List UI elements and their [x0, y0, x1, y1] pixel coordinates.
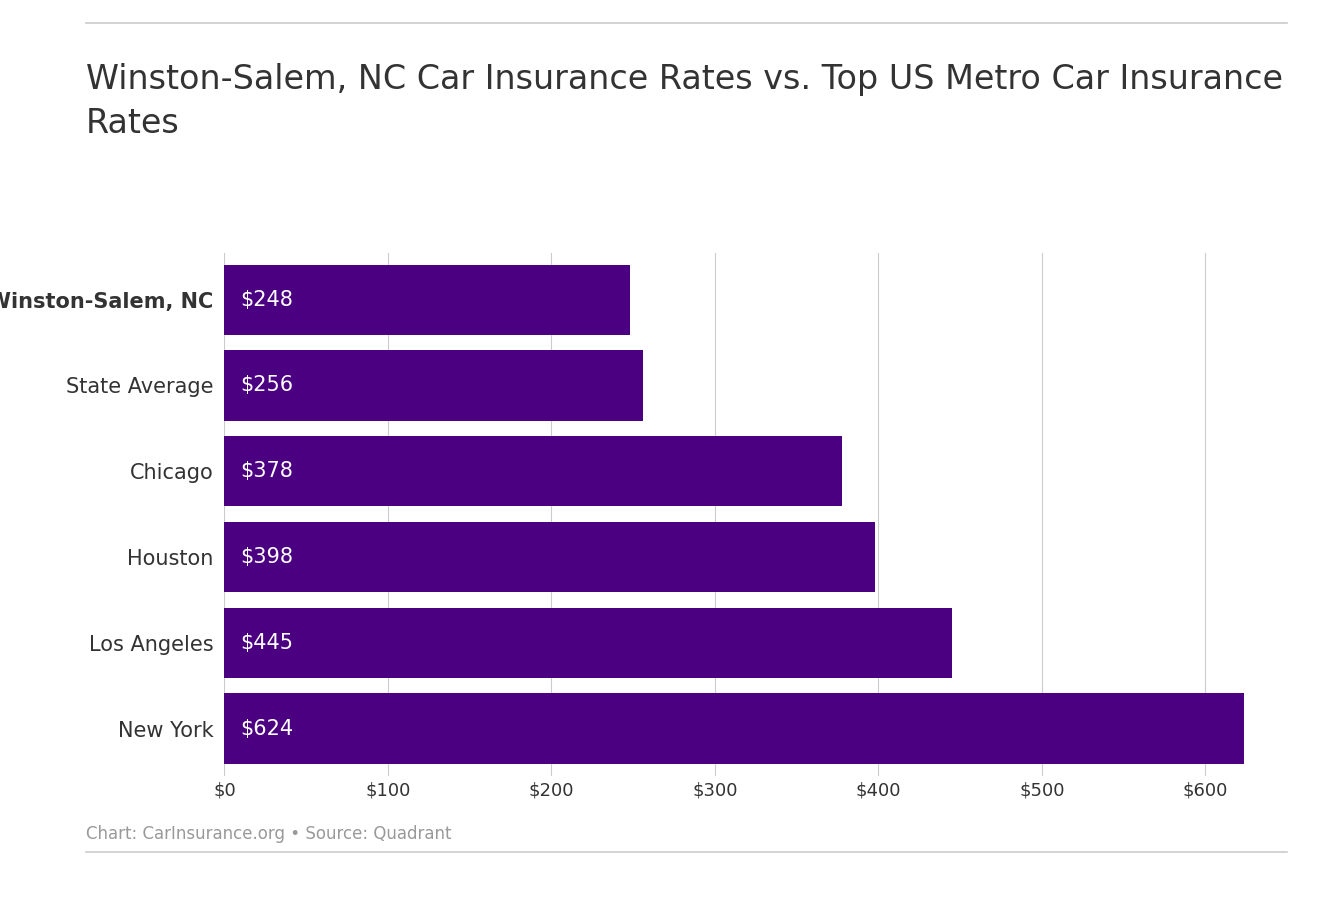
Text: $256: $256 — [240, 375, 294, 395]
Bar — [224, 694, 1245, 764]
Bar — [224, 436, 842, 506]
Text: $378: $378 — [240, 461, 293, 482]
Text: $445: $445 — [240, 633, 294, 653]
Bar — [224, 522, 875, 593]
Bar — [224, 350, 643, 420]
Text: Chart: CarInsurance.org • Source: Quadrant: Chart: CarInsurance.org • Source: Quadra… — [86, 825, 451, 843]
Text: $624: $624 — [240, 719, 294, 739]
Text: Winston-Salem, NC Car Insurance Rates vs. Top US Metro Car Insurance
Rates: Winston-Salem, NC Car Insurance Rates vs… — [86, 63, 1283, 140]
Bar — [224, 608, 952, 678]
Text: $248: $248 — [240, 290, 293, 309]
Bar — [224, 264, 630, 335]
Text: $398: $398 — [240, 547, 294, 567]
